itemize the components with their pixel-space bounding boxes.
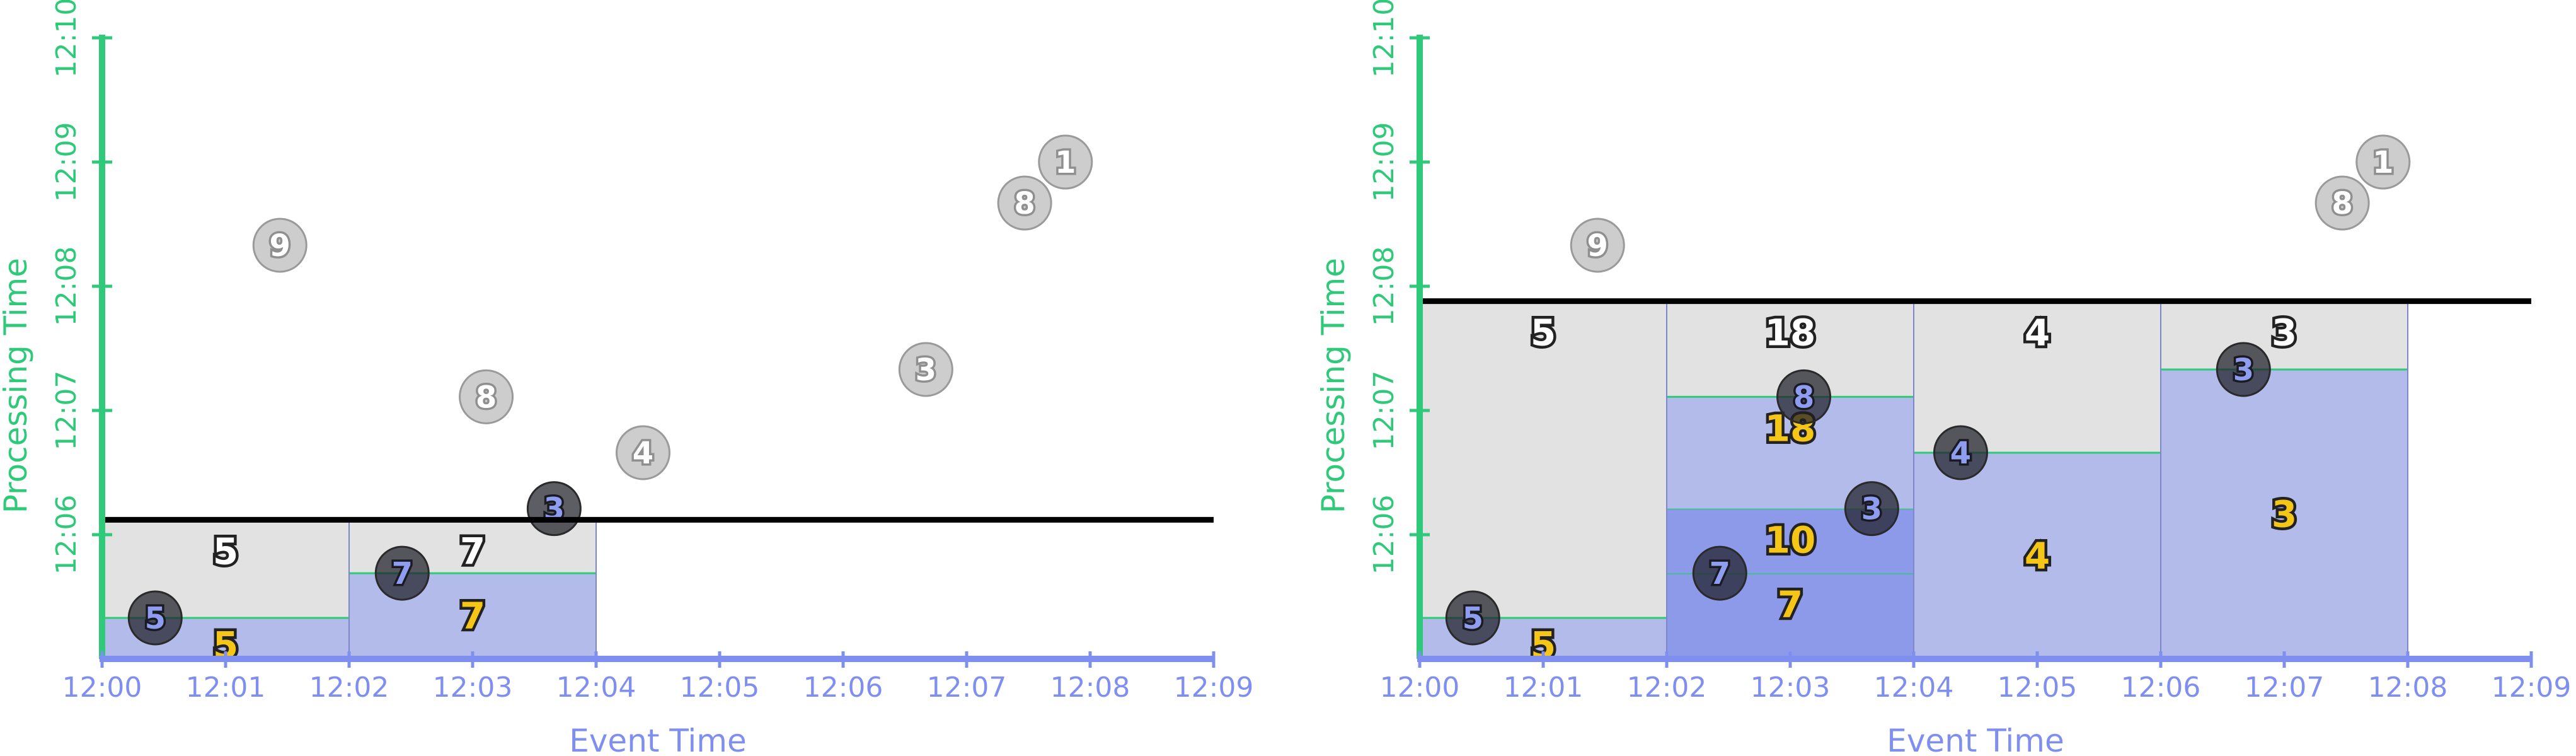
panel1-element-value-6: 4 [633,436,653,471]
panel2-window-3-total: 4 [2025,311,2050,354]
panel2-window-4-total: 3 [2272,311,2297,354]
panel1-element-value-1: 5 [145,601,166,636]
panel2-element-value-8: 8 [2332,186,2352,221]
panel1-x-tick-label: 12:06 [803,672,883,704]
panel1-x-tick-label: 12:04 [556,672,636,704]
panel2-element-dot-5 [1844,481,1899,537]
panel1-element-value-7: 3 [916,352,936,388]
panel2-x-axis-title: Event Time [1887,723,2064,756]
panel1-x-tick-label: 12:05 [680,672,760,704]
panel1-x-tick-label: 12:03 [433,672,513,704]
panel2-element-dot-8 [2314,175,2370,231]
panel1-y-axis-title: Processing Time [0,258,34,513]
panel1-y-tick-label: 12:08 [50,247,83,327]
panel1-window-1-total: 5 [213,530,238,573]
panel2-element-dot-6 [1933,425,1988,480]
panel2-element-value-9: 1 [2372,145,2393,180]
panel2-element-dot-7 [2216,342,2271,397]
panel1-element-value-3: 7 [392,556,413,591]
panel2-x-tick-label: 12:09 [2492,672,2572,704]
panel2-x-tick-label: 12:03 [1751,672,1831,704]
panel2-x-tick-label: 12:00 [1380,672,1460,704]
panel1-y-tick-label: 12:09 [50,122,83,202]
panel2-x-tick-label: 12:07 [2245,672,2325,704]
panel1-element-value-2: 9 [270,228,290,264]
panel1-element-value-9: 1 [1055,145,1076,180]
panel2-element-dot-3 [1692,545,1747,601]
panel1-y-tick-label: 12:07 [50,371,83,451]
panel1-element-value-8: 8 [1014,186,1035,221]
panel2-x-tick-label: 12:01 [1504,672,1584,704]
panel1-x-tick-label: 12:09 [1174,672,1254,704]
panel2-y-axis-title: Processing Time [1315,258,1352,513]
panel1-window-2-total: 7 [460,530,485,573]
panel1-x-tick-label: 12:08 [1050,672,1130,704]
panel2-element-value-2: 9 [1587,228,1608,264]
panel2-x-tick-label: 12:02 [1627,672,1707,704]
panel1-y-tick-label: 12:06 [50,495,83,575]
panel1-element-dot-9 [1038,134,1093,190]
panel1-y-tick-label: 12:10 [50,0,83,78]
panel2-window-2-total: 18 [1765,311,1816,354]
panel2-element-value-6: 4 [1950,436,1971,471]
panel1-element-dot-8 [997,175,1052,231]
panel1-element-dot-2 [252,218,308,273]
panel2-element-value-5: 3 [1861,492,1882,527]
panel1-element-dot-4 [459,369,514,424]
panel1-x-axis-title: Event Time [569,723,747,756]
panel2-window-3-accumulation-fill [1914,452,2161,659]
panel1-x-tick-label: 12:01 [186,672,266,704]
panel2-x-tick-label: 12:04 [1874,672,1954,704]
panel1-element-value-4: 8 [476,380,497,415]
panel2-element-value-4: 8 [1793,380,1814,415]
panel2-y-tick-label: 12:07 [1368,371,1400,451]
panel1-element-dot-1 [127,590,183,646]
panel2-x-tick-label: 12:06 [2121,672,2201,704]
panel2-element-dot-9 [2355,134,2411,190]
panel2-y-tick-label: 12:08 [1368,247,1400,327]
panel2-element-value-1: 5 [1463,601,1483,636]
panel1-x-tick-label: 12:00 [62,672,142,704]
panel2-x-tick-label: 12:08 [2368,672,2448,704]
panel2-x-tick-label: 12:05 [1998,672,2078,704]
panel1-window-2-running-sum: 7 [460,595,485,637]
panel1-x-tick-label: 12:07 [927,672,1007,704]
panel2-element-dot-2 [1570,218,1625,273]
panel2-element-dot-4 [1776,369,1832,424]
panel2-window-3-running-sum: 4 [2025,534,2050,577]
panel2-y-tick-label: 12:09 [1368,122,1400,202]
panel2-window-4-running-sum: 3 [2272,492,2297,535]
panel1-x-tick-label: 12:02 [309,672,389,704]
panel2-element-value-7: 3 [2233,352,2254,388]
panel1-element-dot-6 [615,425,670,480]
panel2-element-value-3: 7 [1710,556,1730,591]
panel2-window-1-total: 5 [1531,311,1556,354]
panel1-element-dot-3 [374,545,430,601]
panel2-y-tick-label: 12:06 [1368,495,1400,575]
panel2-window-4-accumulation-fill [2161,369,2408,659]
panel2-element-dot-1 [1445,590,1500,646]
panel2-y-tick-label: 12:10 [1368,0,1400,78]
panel2-window-2-running-sum: 7 [1778,583,1803,626]
panel1-element-dot-7 [898,342,953,397]
panel2-window-2-running-sum: 10 [1765,519,1816,562]
